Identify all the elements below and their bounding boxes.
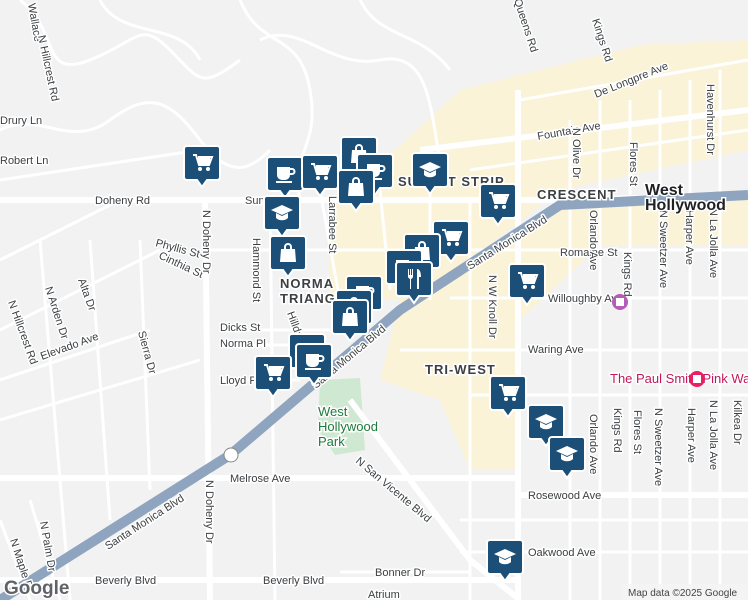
street-label: Kings Rd — [611, 408, 623, 453]
markers — [183, 136, 586, 583]
street-label: Dicks St — [220, 322, 260, 334]
attribution: Map data ©2025 Google — [628, 588, 738, 599]
marker-pin — [254, 355, 292, 399]
street-label: N La Jolla Ave — [707, 400, 719, 470]
poi-label[interactable]: The Paul Smith Pink Wall — [609, 370, 748, 388]
place-label-line: TRI-WEST — [425, 362, 496, 377]
street-label: N Doheny Dr — [200, 210, 212, 274]
marker-pin — [489, 375, 527, 419]
marker[interactable] — [337, 169, 375, 213]
marker-pin — [479, 183, 517, 227]
marker[interactable] — [266, 156, 304, 200]
marker[interactable] — [183, 145, 221, 189]
marker[interactable] — [295, 343, 333, 387]
street-label: Harper Ave — [683, 210, 695, 265]
place-label-line: NORMA — [280, 276, 334, 291]
marker-pin — [395, 261, 433, 305]
street-label: Doheny Rd — [95, 195, 150, 207]
street-label: Rosewood Ave — [528, 490, 601, 502]
poi-icon[interactable] — [689, 371, 705, 387]
street-label: Melrose Ave — [230, 473, 290, 485]
poi-icon[interactable] — [612, 294, 628, 310]
place-label: Atrium — [368, 589, 400, 600]
place-label-line: Atrium — [368, 589, 400, 600]
marker[interactable] — [489, 375, 527, 419]
marker[interactable] — [331, 299, 369, 343]
street-label: Oakwood Ave — [528, 547, 596, 559]
street-label: Orlando Ave — [587, 414, 599, 474]
street-label: N La Jolla Ave — [707, 208, 719, 278]
street-label: N Olive Dr — [570, 128, 582, 179]
street-label: Robert Ln — [0, 155, 48, 167]
marker[interactable] — [254, 355, 292, 399]
street-label: Norma Pl — [220, 338, 266, 350]
marker[interactable] — [263, 195, 301, 239]
street-label: Larrabee St — [326, 196, 338, 253]
street-label: Kilkea Dr — [731, 400, 743, 445]
marker[interactable] — [508, 263, 546, 307]
marker[interactable] — [269, 235, 307, 279]
marker[interactable] — [479, 183, 517, 227]
place-label: TRI-WEST — [425, 362, 496, 377]
street-label: Kings Rd — [621, 252, 633, 297]
marker[interactable] — [486, 539, 524, 583]
marker-pin — [183, 145, 221, 189]
google-logo: Google — [4, 578, 69, 599]
place-label-line: Park — [318, 434, 345, 449]
street-label: N W Knoll Dr — [486, 275, 498, 339]
street-label: Havenhurst Dr — [704, 84, 716, 155]
street-label: N Doheny Dr — [203, 480, 215, 544]
marker[interactable] — [395, 261, 433, 305]
marker-pin — [301, 154, 339, 198]
street-label: N Sweetzer Ave — [657, 210, 669, 288]
place-label: CRESCENT — [537, 187, 617, 202]
street-label: Waring Ave — [528, 344, 584, 356]
street-label: Hammond St — [250, 238, 262, 302]
place-label: West Hollywood — [645, 182, 726, 214]
street-label: Lloyd Pl — [220, 375, 259, 387]
street-label: Orlando Ave — [587, 210, 599, 270]
place-label-line: West — [645, 182, 684, 199]
street-label: Willoughby Ave — [548, 293, 623, 305]
place-label-line: CRESCENT — [537, 187, 617, 202]
place-label: West Hollywood Park — [318, 404, 378, 449]
marker-pin — [508, 263, 546, 307]
marker[interactable] — [411, 152, 449, 196]
street-label: Flores St — [627, 142, 639, 186]
street-label: Drury Ln — [0, 115, 42, 127]
street-label: Flores St — [631, 410, 643, 454]
street-label: Beverly Blvd — [95, 575, 156, 587]
place-label-line: Hollywood — [318, 419, 378, 434]
street-label: Romaine St — [560, 247, 617, 259]
attribution-bg — [622, 584, 748, 600]
street-label: N Sweetzer Ave — [652, 408, 664, 486]
marker[interactable] — [301, 154, 339, 198]
place-label-line: Hollywood — [645, 197, 726, 214]
marker[interactable] — [548, 436, 586, 480]
place-label-line: West — [318, 404, 348, 419]
street-label: Bonner Dr — [375, 567, 425, 579]
street-label: Harper Ave — [685, 408, 697, 463]
street-label: Beverly Blvd — [263, 575, 324, 587]
